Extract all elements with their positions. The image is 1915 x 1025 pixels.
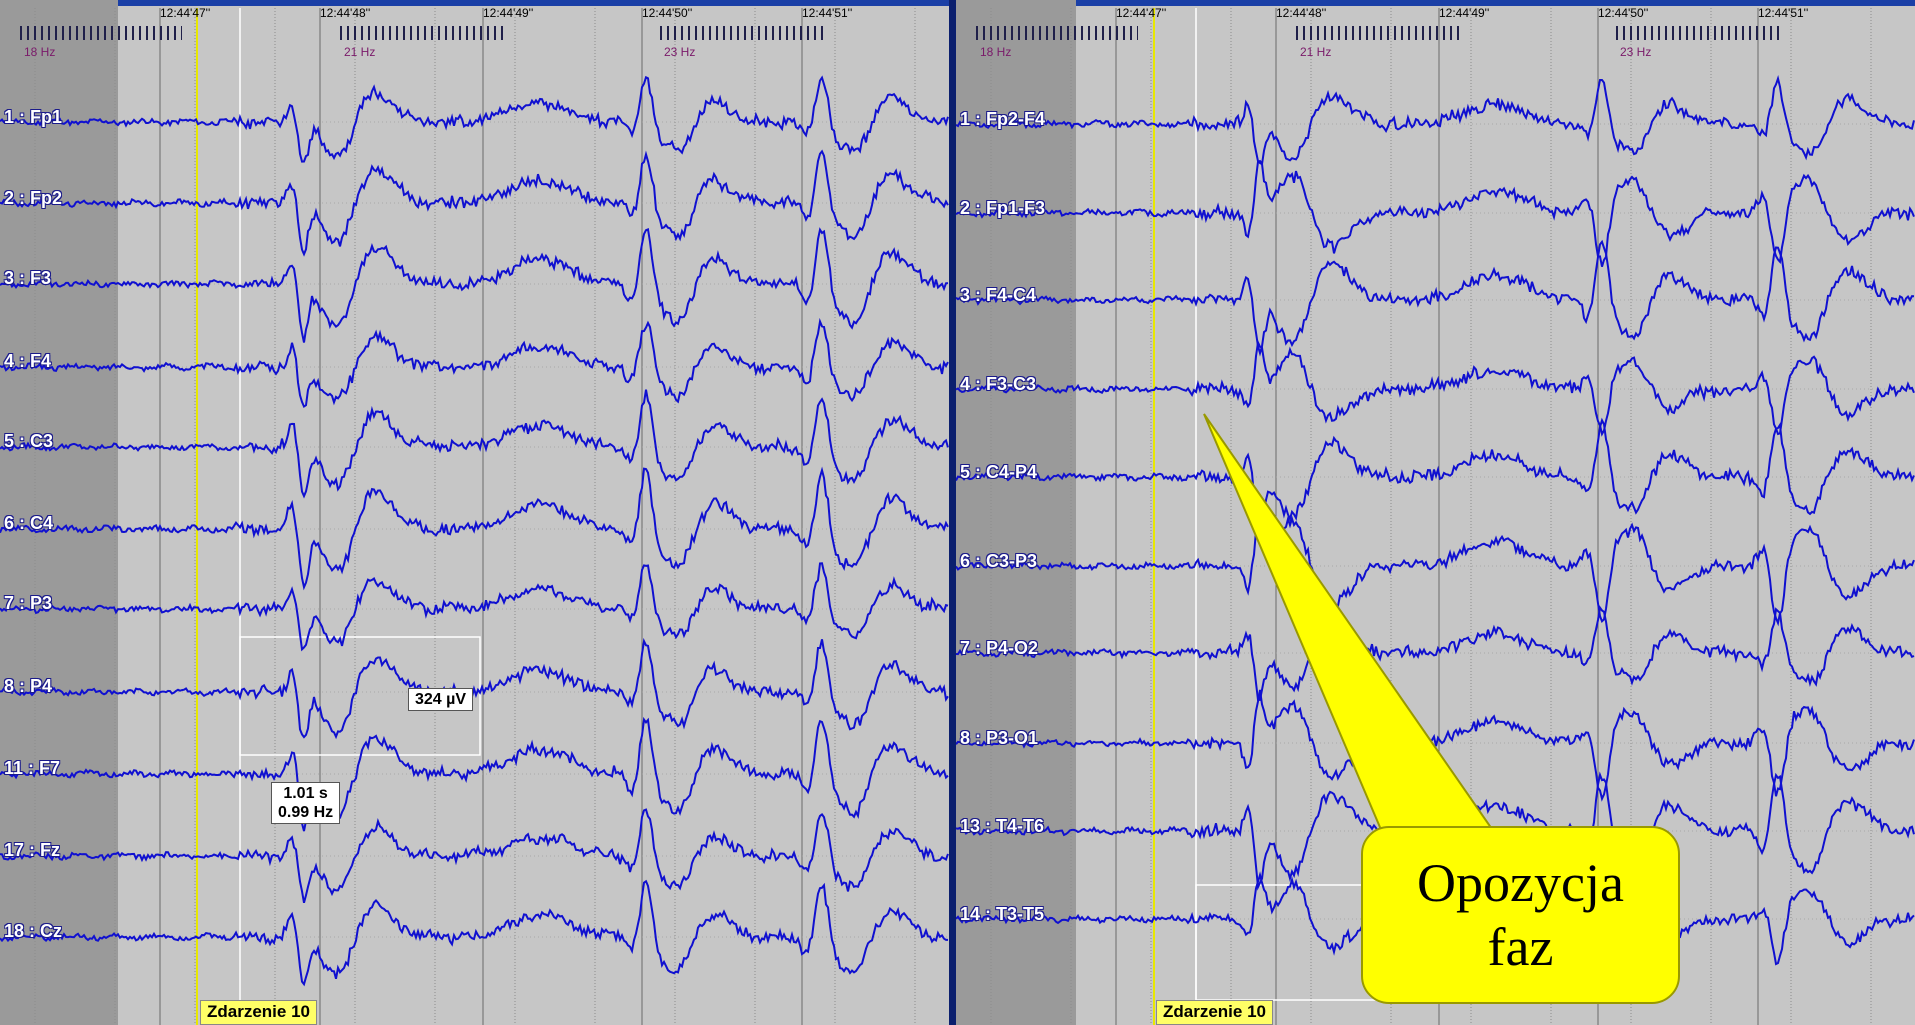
eeg-trace xyxy=(956,339,1915,437)
channel-label[interactable]: 7 : P3 xyxy=(4,593,53,613)
stim-frequency-label: 18 Hz xyxy=(980,45,1012,59)
channel-label[interactable]: 8 : P3-O1 xyxy=(960,728,1039,748)
eeg-trace xyxy=(0,389,949,499)
right-top-strip xyxy=(956,0,1915,6)
stim-frequency-label: 21 Hz xyxy=(344,45,376,59)
panel-divider xyxy=(949,0,956,1025)
channel-label[interactable]: 6 : C3-P3 xyxy=(960,551,1038,571)
channel-label[interactable]: 7 : P4-O2 xyxy=(960,638,1039,658)
left-top-strip xyxy=(0,0,949,6)
duration-readout: 1.01 s 0.99 Hz xyxy=(271,782,341,824)
channel-label[interactable]: 11 : F7 xyxy=(4,758,61,778)
eeg-trace xyxy=(0,75,949,163)
eeg-trace xyxy=(956,511,1915,627)
label-gutter xyxy=(956,0,1076,1025)
time-label: 12:44'50'' xyxy=(642,6,693,20)
event-marker-label[interactable]: Zdarzenie 10 xyxy=(1156,1000,1273,1025)
eeg-trace xyxy=(0,149,949,257)
left-eeg-panel: 12:44'47'' 12:44'48'' 12:44'49'' 12:44'5… xyxy=(0,0,949,1025)
channel-label[interactable]: 4 : F4 xyxy=(4,351,52,371)
time-label: 12:44'47'' xyxy=(1116,6,1167,20)
time-label: 12:44'51'' xyxy=(1758,6,1809,20)
channel-label[interactable]: 5 : C4-P4 xyxy=(960,462,1038,482)
callout-line-1: Opozycja xyxy=(1417,853,1624,913)
eeg-trace xyxy=(0,466,949,591)
channel-label[interactable]: 5 : C3 xyxy=(4,431,54,451)
eeg-trace xyxy=(0,879,948,987)
callout-line-2: faz xyxy=(1487,917,1554,977)
photic-ticks xyxy=(1616,26,1782,40)
eeg-trace xyxy=(0,637,949,740)
stim-frequency-label: 23 Hz xyxy=(1620,45,1652,59)
eeg-trace xyxy=(956,689,1915,802)
event-marker-label[interactable]: Zdarzenie 10 xyxy=(200,1000,317,1025)
eeg-trace xyxy=(0,562,949,652)
stim-frequency-label: 23 Hz xyxy=(664,45,696,59)
channel-label[interactable]: 8 : P4 xyxy=(4,676,53,696)
channel-label[interactable]: 18 : Cz xyxy=(4,921,63,941)
photic-ticks xyxy=(660,26,826,40)
eeg-trace xyxy=(0,716,949,832)
channel-label[interactable]: 17 : Fz xyxy=(4,840,61,860)
eeg-trace xyxy=(0,317,949,408)
stim-frequency-label: 18 Hz xyxy=(24,45,56,59)
eeg-trace xyxy=(956,417,1915,529)
photic-ticks xyxy=(20,26,182,40)
time-label: 12:44'47'' xyxy=(160,6,211,20)
right-eeg-traces xyxy=(956,0,1915,1025)
channel-label[interactable]: 13 : T4-T6 xyxy=(960,816,1045,836)
channel-label[interactable]: 6 : C4 xyxy=(4,513,54,533)
time-label: 12:44'50'' xyxy=(1598,6,1649,20)
phase-opposition-callout: Opozycja faz xyxy=(1361,826,1680,1004)
channel-label[interactable]: 1 : Fp1 xyxy=(4,107,63,127)
eeg-trace xyxy=(956,605,1915,701)
channel-label[interactable]: 2 : Fp1-F3 xyxy=(960,198,1046,218)
eeg-trace xyxy=(956,75,1915,166)
photic-ticks xyxy=(976,26,1138,40)
channel-label[interactable]: 2 : Fp2 xyxy=(4,188,63,208)
photic-ticks xyxy=(1296,26,1459,40)
duration-value: 1.01 s xyxy=(283,785,328,802)
channel-label[interactable]: 3 : F4-C4 xyxy=(960,285,1037,305)
eeg-trace xyxy=(956,159,1915,267)
eeg-trace xyxy=(0,808,949,904)
eeg-trace xyxy=(0,227,949,343)
channel-label[interactable]: 1 : Fp2-F4 xyxy=(960,109,1046,129)
channel-label[interactable]: 3 : F3 xyxy=(4,268,52,288)
time-label: 12:44'48'' xyxy=(1276,6,1327,20)
eeg-trace xyxy=(956,239,1915,357)
stim-frequency-label: 21 Hz xyxy=(1300,45,1332,59)
amplitude-readout: 324 µV xyxy=(408,688,474,711)
channel-label[interactable]: 14 : T3-T5 xyxy=(960,904,1045,924)
channel-label[interactable]: 4 : F3-C3 xyxy=(960,374,1037,394)
time-label: 12:44'49'' xyxy=(1439,6,1490,20)
time-label: 12:44'49'' xyxy=(483,6,534,20)
frequency-value: 0.99 Hz xyxy=(278,804,334,821)
photic-ticks xyxy=(340,26,503,40)
left-eeg-traces xyxy=(0,0,949,1025)
time-label: 12:44'48'' xyxy=(320,6,371,20)
time-label: 12:44'51'' xyxy=(802,6,853,20)
